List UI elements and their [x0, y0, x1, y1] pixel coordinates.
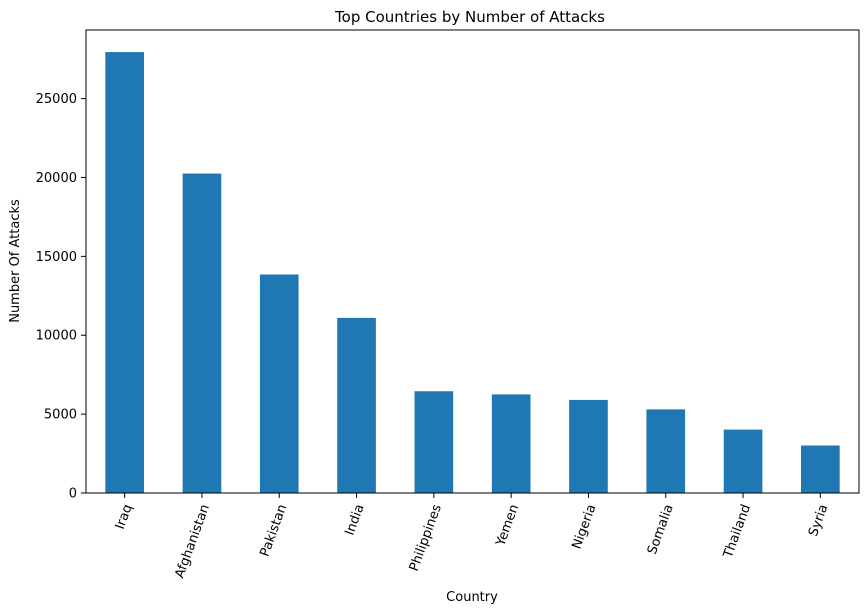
- chart-title: Top Countries by Number of Attacks: [334, 8, 605, 26]
- x-axis-label: Country: [446, 590, 498, 605]
- x-axis-ticks: Iraq Afghanistan Pakistan India Philippines Y…: [113, 493, 831, 580]
- y-axis-label: Number Of Attacks: [8, 199, 23, 323]
- y-tick-label: 15000: [36, 250, 77, 265]
- x-tick-label: Afghanistan: [172, 502, 213, 580]
- bar-afghanistan: [182, 173, 222, 494]
- x-tick-label: Thailand: [721, 502, 755, 561]
- y-tick-label: 5000: [44, 408, 77, 423]
- bars-group: [105, 52, 840, 494]
- bar-india: [337, 317, 376, 493]
- y-axis-ticks: 0 5000 10000 15000 20000 25000: [36, 92, 86, 502]
- x-tick-label: Philippines: [407, 502, 445, 573]
- bar-syria: [801, 445, 840, 493]
- x-tick-label: Nigeria: [569, 502, 599, 551]
- x-tick-label: India: [343, 502, 368, 537]
- bar-nigeria: [569, 399, 608, 493]
- bar-philippines: [414, 391, 454, 493]
- y-tick-label: 20000: [36, 171, 77, 186]
- bar-pakistan: [259, 274, 299, 493]
- x-tick-label: Syria: [806, 502, 831, 538]
- x-tick-label: Yemen: [493, 502, 522, 549]
- bar-thailand: [723, 429, 763, 493]
- y-tick-label: 10000: [36, 329, 77, 344]
- bar-yemen: [491, 394, 531, 493]
- bar-somalia: [646, 409, 686, 493]
- x-tick-label: Iraq: [113, 502, 136, 531]
- y-tick-label: 25000: [36, 92, 77, 107]
- x-tick-label: Somalia: [645, 502, 677, 556]
- x-tick-label: Pakistan: [258, 502, 291, 558]
- plot-frame: [85, 29, 860, 494]
- bar-iraq: [105, 52, 144, 494]
- y-tick-label: 0: [69, 487, 77, 502]
